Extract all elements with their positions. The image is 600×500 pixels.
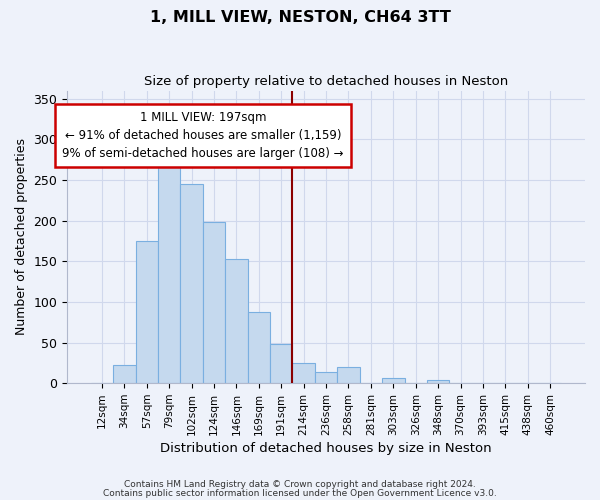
Text: Contains public sector information licensed under the Open Government Licence v3: Contains public sector information licen… bbox=[103, 489, 497, 498]
Bar bbox=[181, 184, 203, 383]
Bar bbox=[113, 364, 136, 383]
Bar bbox=[337, 367, 360, 383]
Bar bbox=[158, 164, 181, 383]
X-axis label: Distribution of detached houses by size in Neston: Distribution of detached houses by size … bbox=[160, 442, 492, 455]
Bar bbox=[427, 380, 449, 383]
Text: Contains HM Land Registry data © Crown copyright and database right 2024.: Contains HM Land Registry data © Crown c… bbox=[124, 480, 476, 489]
Bar bbox=[292, 363, 315, 383]
Title: Size of property relative to detached houses in Neston: Size of property relative to detached ho… bbox=[144, 75, 508, 88]
Bar bbox=[136, 241, 158, 383]
Bar bbox=[315, 372, 337, 383]
Bar bbox=[203, 222, 225, 383]
Text: 1 MILL VIEW: 197sqm
← 91% of detached houses are smaller (1,159)
9% of semi-deta: 1 MILL VIEW: 197sqm ← 91% of detached ho… bbox=[62, 111, 344, 160]
Bar bbox=[225, 259, 248, 383]
Bar bbox=[382, 378, 404, 383]
Text: 1, MILL VIEW, NESTON, CH64 3TT: 1, MILL VIEW, NESTON, CH64 3TT bbox=[149, 10, 451, 25]
Bar bbox=[248, 312, 270, 383]
Bar bbox=[270, 344, 292, 383]
Y-axis label: Number of detached properties: Number of detached properties bbox=[15, 138, 28, 336]
